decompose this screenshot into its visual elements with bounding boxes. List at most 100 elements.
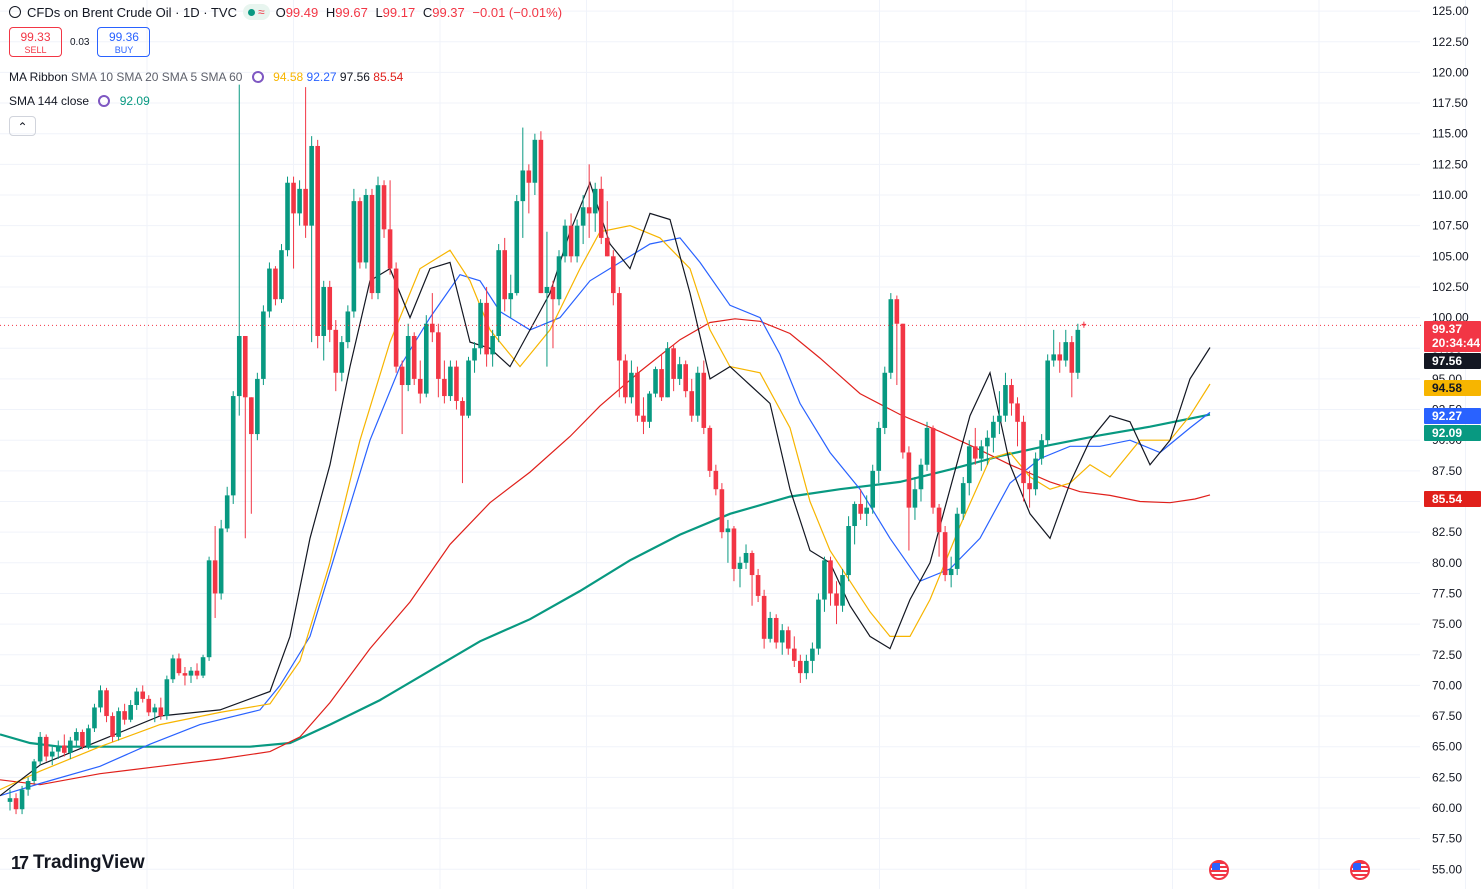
candle-body: [496, 250, 501, 336]
candle: [128, 700, 133, 723]
ma-line-sma-144-close: [0, 413, 1211, 748]
candle: [249, 397, 254, 514]
candle: [478, 299, 483, 355]
candle: [617, 286, 622, 398]
candle-body: [532, 139, 538, 183]
candle: [200, 654, 206, 679]
us-event-flag-icon[interactable]: [1209, 860, 1229, 880]
candle: [1003, 372, 1008, 422]
candle-body: [611, 256, 616, 294]
price-tick-label: 117.50: [1432, 96, 1468, 110]
candle-body: [538, 139, 544, 294]
change-value: −0.01 (−0.01%): [472, 4, 563, 20]
candle-body: [1009, 385, 1014, 404]
candle: [68, 736, 73, 759]
candle: [31, 758, 37, 784]
last-price-badge-text: 99.37: [1432, 322, 1462, 336]
candle-body: [321, 286, 327, 336]
candle-body: [291, 182, 296, 214]
candle-body: [725, 528, 731, 533]
candle-body: [49, 751, 55, 757]
market-status-badge[interactable]: ≈: [242, 4, 270, 20]
ma-ribbon-legend[interactable]: MA Ribbon SMA 10 SMA 20 SMA 5 SMA 60 94.…: [9, 70, 404, 84]
candle: [104, 687, 109, 723]
candle: [508, 274, 514, 318]
sma5-badge: 97.56: [1424, 353, 1481, 369]
market-open-icon: [247, 8, 255, 16]
candle-body: [393, 268, 399, 367]
candle: [671, 344, 676, 392]
ma-line-sma-5: [0, 180, 1211, 797]
candle-body: [146, 698, 152, 713]
candle: [846, 516, 851, 582]
candle: [1069, 335, 1075, 398]
candle-body: [586, 207, 592, 214]
candle-body: [273, 268, 278, 300]
sma144-legend[interactable]: SMA 144 close 92.09: [9, 94, 150, 108]
candle: [629, 360, 634, 404]
candle: [218, 519, 224, 600]
candle: [888, 293, 894, 379]
candle: [707, 425, 713, 477]
candle: [604, 201, 610, 257]
symbol-legend[interactable]: CFDs on Brent Crude Oil · 1D · TVC ≈ O99…: [9, 4, 566, 20]
candle: [1057, 342, 1063, 373]
price-tick-label: 55.00: [1432, 862, 1462, 876]
candle-body: [182, 673, 188, 676]
ohlc-values: O99.49 H99.67 L99.17 C99.37 −0.01 (−0.01…: [275, 4, 563, 20]
candle: [822, 556, 827, 612]
symbol-title[interactable]: CFDs on Brent Crude Oil · 1D · TVC: [27, 4, 237, 20]
candle: [448, 360, 453, 401]
indicator-loading-icon: [251, 71, 264, 83]
candle: [611, 250, 616, 306]
price-tick-label: 75.00: [1432, 617, 1462, 631]
candle: [623, 354, 628, 404]
candle: [436, 323, 441, 398]
candle-body: [550, 286, 556, 300]
candle: [206, 556, 212, 661]
candle-body: [158, 707, 164, 717]
candle-body: [423, 323, 429, 394]
candle: [568, 213, 574, 263]
candle-body: [647, 393, 652, 422]
candle-body: [755, 575, 761, 596]
candle-body: [562, 225, 568, 257]
candle: [25, 777, 31, 796]
candle-body: [430, 323, 435, 333]
us-event-flag-icon[interactable]: [1350, 860, 1370, 880]
candle-body: [55, 745, 61, 752]
tradingview-logo[interactable]: 17 TradingView: [11, 852, 145, 873]
candle: [158, 697, 164, 720]
candle: [701, 360, 707, 435]
candle: [369, 188, 375, 300]
candle-body: [212, 560, 218, 594]
candle: [387, 180, 393, 275]
candle-body: [520, 170, 526, 202]
sma60-badge: 85.54: [1424, 491, 1481, 507]
candle: [1009, 378, 1014, 416]
candle-body: [568, 225, 574, 257]
candle: [936, 503, 942, 557]
candle: [502, 237, 508, 312]
candle-body: [894, 299, 900, 324]
candle-body: [345, 311, 351, 343]
collapse-legend-button[interactable]: ⌃: [9, 116, 36, 136]
sell-button[interactable]: 99.33 SELL: [9, 27, 62, 57]
candle: [749, 550, 755, 606]
sma20-badge: 92.27: [1424, 408, 1481, 424]
candle: [894, 295, 900, 386]
buy-button[interactable]: 99.36 BUY: [97, 27, 151, 57]
candle-body: [170, 658, 176, 680]
candle-body: [236, 335, 242, 397]
candle: [514, 195, 520, 296]
sma10-badge-text: 94.58: [1432, 381, 1462, 395]
candle-body: [333, 329, 339, 373]
candle: [496, 244, 501, 343]
candle-body: [852, 503, 857, 527]
candle: [598, 176, 604, 245]
candle-body: [1015, 403, 1020, 422]
candle-body: [279, 250, 284, 300]
candle-body: [43, 736, 49, 757]
